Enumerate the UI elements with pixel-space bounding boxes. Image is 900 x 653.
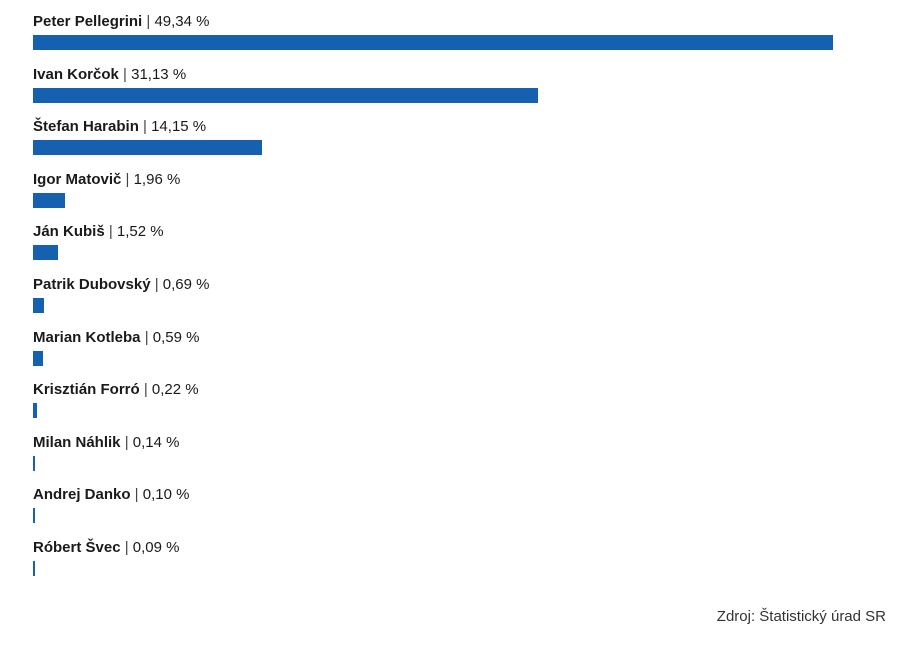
source-note: Zdroj: Štatistický úrad SR — [716, 608, 886, 625]
candidate-name: Andrej Danko — [33, 486, 131, 504]
bar-row: Ján Kubiš | 1,52 % — [33, 223, 164, 261]
value-label: 0,22 % — [151, 381, 199, 399]
candidate-name: Milan Náhlik — [33, 433, 121, 451]
candidate-name: Marian Kotleba — [33, 328, 141, 346]
label-separator: | — [118, 65, 132, 83]
bar-chart: Peter Pellegrini | 49,34 % Ivan Korčok | … — [33, 13, 833, 576]
bar-row: Ivan Korčok | 31,13 % — [33, 66, 538, 103]
candidate-name: Ivan Korčok — [33, 65, 119, 83]
bar — [33, 508, 35, 524]
value-label: 0,09 % — [132, 539, 180, 556]
bar-label: Ján Kubiš | 1,52 % — [33, 223, 164, 241]
label-separator: | — [140, 328, 153, 346]
bar-row: Štefan Harabin | 14,15 % — [33, 118, 263, 156]
candidate-name: Igor Matovič — [33, 170, 122, 188]
bar — [33, 35, 833, 50]
bar — [33, 298, 45, 313]
candidate-name: Krisztián Forró — [33, 381, 140, 399]
bar-label: Róbert Švec | 0,09 % — [33, 539, 179, 557]
candidate-name: Róbert Švec — [33, 539, 121, 556]
bar-label: Ivan Korčok | 31,13 % — [33, 66, 186, 84]
candidate-name: Štefan Harabin — [33, 118, 139, 136]
bar-row: Peter Pellegrini | 49,34 % — [33, 13, 833, 50]
label-separator: | — [138, 118, 152, 136]
label-separator: | — [142, 13, 155, 30]
bar — [33, 140, 263, 156]
value-label: 14,15 % — [151, 118, 207, 136]
bar — [33, 561, 35, 576]
label-separator: | — [139, 381, 152, 399]
bar — [33, 192, 65, 208]
bar-label: Marian Kotleba | 0,59 % — [33, 329, 199, 347]
bar-row: Igor Matovič | 1,96 % — [33, 171, 180, 208]
bar-row: Patrik Dubovský | 0,69 % — [33, 276, 209, 313]
bar — [33, 350, 43, 366]
label-separator: | — [150, 276, 163, 293]
label-separator: | — [120, 433, 133, 451]
bar-label: Peter Pellegrini | 49,34 % — [33, 13, 210, 31]
candidate-name: Ján Kubiš — [33, 223, 105, 241]
candidate-name: Peter Pellegrini — [33, 13, 143, 30]
label-separator: | — [120, 539, 133, 556]
value-label: 31,13 % — [131, 65, 187, 83]
bar — [33, 87, 538, 103]
bar-label: Andrej Danko | 0,10 % — [33, 486, 189, 504]
bar-row: Marian Kotleba | 0,59 % — [33, 329, 199, 366]
bar-label: Štefan Harabin | 14,15 % — [33, 118, 206, 136]
value-label: 1,96 % — [133, 170, 181, 188]
bar — [33, 455, 36, 471]
value-label: 0,14 % — [132, 433, 180, 451]
label-separator: | — [104, 223, 117, 241]
bar — [33, 245, 58, 261]
bar-label: Milan Náhlik | 0,14 % — [33, 434, 179, 452]
label-separator: | — [121, 170, 134, 188]
bar-row: Milan Náhlik | 0,14 % — [33, 434, 179, 471]
bar-row: Krisztián Forró | 0,22 % — [33, 381, 199, 419]
label-separator: | — [130, 486, 143, 504]
bar — [33, 403, 37, 419]
value-label: 0,59 % — [152, 328, 200, 346]
value-label: 0,69 % — [162, 276, 210, 293]
bar-label: Krisztián Forró | 0,22 % — [33, 381, 199, 399]
value-label: 0,10 % — [142, 486, 190, 504]
bar-label: Patrik Dubovský | 0,69 % — [33, 276, 209, 294]
value-label: 1,52 % — [116, 223, 164, 241]
value-label: 49,34 % — [154, 13, 210, 30]
bar-row: Róbert Švec | 0,09 % — [33, 539, 179, 576]
candidate-name: Patrik Dubovský — [33, 276, 151, 293]
bar-label: Igor Matovič | 1,96 % — [33, 171, 180, 189]
bar-row: Andrej Danko | 0,10 % — [33, 486, 189, 524]
